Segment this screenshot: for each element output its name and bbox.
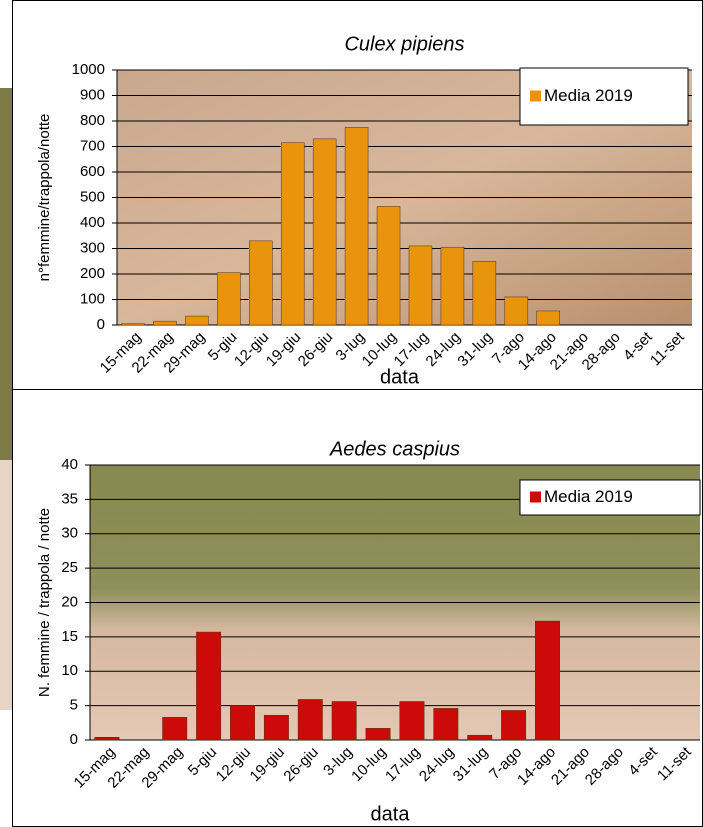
y-tick-label: 1000 bbox=[72, 61, 105, 78]
bar bbox=[153, 321, 176, 325]
bar bbox=[468, 735, 492, 740]
page: Culex pipiens n°femmine/trappola/notte dat… bbox=[0, 0, 703, 827]
y-tick-label: 800 bbox=[80, 112, 105, 129]
bar bbox=[217, 273, 240, 325]
bar bbox=[313, 139, 336, 325]
bar bbox=[121, 324, 144, 325]
y-tick-label: 500 bbox=[80, 188, 105, 205]
bar bbox=[249, 241, 272, 325]
y-tick-label: 600 bbox=[80, 163, 105, 180]
bar bbox=[505, 297, 528, 325]
bar bbox=[281, 143, 304, 325]
chart-title: Aedes caspius bbox=[329, 438, 460, 460]
bar bbox=[230, 706, 254, 740]
chart-title: Culex pipiens bbox=[344, 33, 464, 55]
bar bbox=[537, 311, 560, 325]
bar bbox=[535, 621, 559, 740]
y-tick-label: 10 bbox=[61, 662, 78, 679]
bar bbox=[298, 699, 322, 740]
y-tick-label: 300 bbox=[80, 239, 105, 256]
bar bbox=[185, 316, 208, 325]
y-tick-label: 100 bbox=[80, 290, 105, 307]
legend-swatch bbox=[530, 492, 541, 503]
bar bbox=[441, 247, 464, 325]
bar bbox=[366, 728, 390, 740]
y-tick-label: 400 bbox=[80, 214, 105, 231]
bar bbox=[332, 702, 356, 741]
y-axis-label: n°femmine/trappola/notte bbox=[36, 114, 53, 282]
bar bbox=[400, 702, 424, 741]
bar bbox=[163, 717, 187, 740]
y-tick-label: 25 bbox=[61, 559, 78, 576]
bar bbox=[345, 127, 368, 325]
bar bbox=[196, 632, 220, 740]
legend-label: Media 2019 bbox=[544, 487, 633, 506]
y-tick-label: 700 bbox=[80, 137, 105, 154]
bar bbox=[377, 206, 400, 325]
bar bbox=[264, 715, 288, 740]
y-tick-label: 20 bbox=[61, 593, 78, 610]
bar bbox=[434, 708, 458, 740]
y-tick-label: 900 bbox=[80, 86, 105, 103]
side-panel bbox=[0, 460, 12, 710]
y-axis-label: N. femmine / trappola / notte bbox=[36, 508, 53, 697]
y-tick-label: 5 bbox=[70, 697, 78, 714]
y-tick-label: 0 bbox=[70, 731, 78, 748]
y-tick-label: 30 bbox=[61, 525, 78, 542]
y-tick-label: 0 bbox=[97, 316, 105, 333]
bar bbox=[409, 246, 432, 325]
y-tick-label: 200 bbox=[80, 265, 105, 282]
bar bbox=[473, 261, 496, 325]
bar bbox=[95, 737, 119, 740]
y-tick-label: 35 bbox=[61, 490, 78, 507]
y-tick-label: 40 bbox=[61, 456, 78, 473]
bar bbox=[501, 710, 525, 740]
legend-label: Media 2019 bbox=[544, 86, 633, 105]
x-axis-label: data bbox=[380, 366, 420, 388]
y-tick-label: 15 bbox=[61, 628, 78, 645]
x-axis-label: data bbox=[371, 803, 411, 825]
legend-swatch bbox=[530, 91, 541, 102]
